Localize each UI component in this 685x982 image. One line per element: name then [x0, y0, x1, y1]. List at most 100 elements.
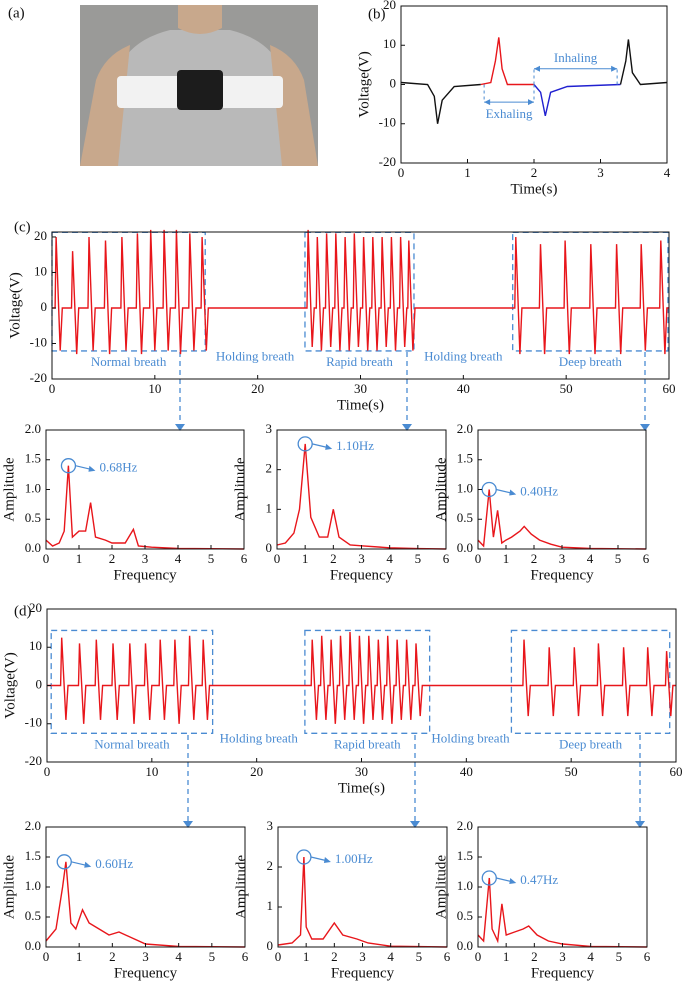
x-tick-label: 50: [560, 381, 573, 396]
plot-frame: [477, 826, 648, 948]
photo: [80, 5, 318, 166]
x-axis-label: Frequency: [531, 965, 595, 981]
y-tick-label: 0: [267, 938, 274, 953]
data-line: [619, 39, 668, 86]
y-tick-label: 0.0: [457, 540, 473, 555]
x-axis-label: Frequency: [331, 965, 395, 981]
annotation: Exhaling: [486, 106, 533, 121]
region-label: Deep breath: [559, 736, 623, 751]
x-tick-label: 4: [387, 949, 394, 964]
data-line: [45, 861, 246, 948]
x-tick-label: 4: [664, 165, 671, 180]
y-tick-label: 0: [36, 676, 43, 691]
x-tick-label: 20: [250, 764, 263, 779]
y-axis-label: Amplitude: [233, 855, 249, 920]
arm: [270, 45, 318, 166]
data-line: [45, 465, 245, 550]
x-tick-label: 0: [475, 551, 482, 566]
x-tick-label: 30: [354, 381, 367, 396]
panel-label: (b): [368, 6, 386, 22]
region-label: Holding breath: [431, 731, 510, 746]
y-tick-label: 0.5: [457, 510, 473, 525]
x-tick-label: 30: [355, 764, 368, 779]
region-label: Holding breath: [424, 348, 503, 363]
x-axis-label: Time(s): [338, 780, 385, 796]
y-tick-label: 20: [383, 0, 396, 12]
x-tick-label: 0: [49, 381, 56, 396]
x-axis-label: Frequency: [530, 567, 594, 583]
x-tick-label: 2: [531, 551, 538, 566]
x-tick-label: 60: [670, 764, 683, 779]
y-tick-label: 0.0: [25, 938, 41, 953]
x-tick-label: 5: [415, 551, 422, 566]
x-tick-label: 1: [464, 165, 471, 180]
x-tick-label: 0: [274, 551, 281, 566]
y-tick-label: 0: [390, 75, 397, 90]
x-tick-label: 6: [443, 551, 450, 566]
annotation: 0.47Hz: [520, 872, 558, 887]
arrow-head: [509, 878, 517, 884]
x-tick-label: 4: [175, 551, 182, 566]
y-tick-label: 0.0: [25, 540, 41, 555]
y-axis-label: Amplitude: [1, 457, 17, 522]
y-tick-label: 1.5: [25, 451, 41, 466]
y-tick-label: 20: [29, 600, 42, 615]
data-line: [52, 229, 669, 355]
x-tick-label: 4: [587, 551, 594, 566]
x-tick-label: 6: [643, 551, 650, 566]
x-tick-label: 1: [302, 551, 309, 566]
region-box: [304, 629, 431, 734]
x-tick-label: 3: [358, 551, 365, 566]
x-tick-label: 2: [531, 949, 538, 964]
x-axis-label: Time(s): [337, 397, 384, 413]
y-tick-label: -10: [30, 334, 47, 349]
x-tick-label: 2: [330, 551, 337, 566]
x-tick-label: 0: [275, 949, 282, 964]
x-tick-label: 1: [303, 949, 310, 964]
arrow-head: [323, 857, 331, 863]
x-tick-label: 5: [615, 551, 622, 566]
x-tick-label: 6: [242, 949, 249, 964]
y-tick-label: 0.5: [25, 510, 41, 525]
region-box: [51, 231, 206, 352]
data-line: [277, 856, 448, 948]
x-tick-label: 4: [175, 949, 182, 964]
y-axis-label: Amplitude: [433, 457, 449, 522]
panel-label: (d): [14, 603, 32, 619]
y-tick-label: 2.0: [457, 421, 473, 436]
x-tick-label: 1: [76, 949, 83, 964]
x-tick-label: 60: [663, 381, 676, 396]
data-line: [400, 81, 481, 124]
x-tick-label: 40: [457, 381, 470, 396]
x-tick-label: 0: [43, 551, 50, 566]
y-axis-label: Amplitude: [232, 457, 248, 522]
x-tick-label: 3: [597, 165, 604, 180]
y-tick-label: 0.5: [25, 908, 41, 923]
plot-frame: [277, 826, 448, 948]
annotation: 1.10Hz: [336, 438, 374, 453]
panel-label: (a): [8, 5, 25, 21]
y-tick-label: 2: [266, 461, 273, 476]
x-tick-label: 50: [565, 764, 578, 779]
y-axis-label: Amplitude: [433, 855, 449, 920]
y-tick-label: 10: [383, 36, 396, 51]
y-tick-label: 3: [267, 818, 274, 833]
plot-frame: [477, 429, 647, 550]
arm: [80, 45, 130, 166]
y-tick-label: -10: [379, 115, 396, 130]
y-tick-label: 10: [29, 638, 42, 653]
x-tick-label: 3: [142, 949, 149, 964]
x-axis-label: Frequency: [330, 567, 394, 583]
x-tick-label: 2: [109, 949, 116, 964]
x-tick-label: 0: [43, 949, 50, 964]
arrow-head: [325, 443, 333, 450]
x-tick-label: 6: [241, 551, 248, 566]
x-axis-label: Frequency: [113, 567, 177, 583]
y-tick-label: 1.5: [457, 451, 473, 466]
arrow-heads: [175, 424, 650, 828]
region-box: [50, 629, 214, 734]
y-tick-label: 20: [34, 228, 47, 243]
data-line: [47, 631, 676, 724]
x-tick-label: 3: [559, 551, 566, 566]
neck: [178, 5, 222, 34]
